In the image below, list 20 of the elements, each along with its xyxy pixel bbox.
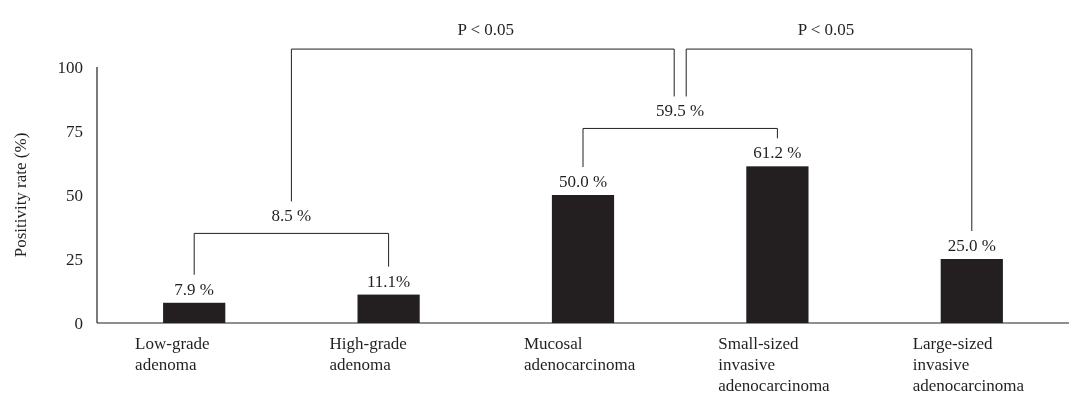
x-tick-label: High-grade adenoma bbox=[329, 334, 407, 374]
data-label: 61.2 % bbox=[753, 143, 802, 163]
y-tick-label: 25 bbox=[66, 249, 83, 269]
y-axis-title: Positivity rate (%) bbox=[11, 132, 30, 258]
annotation: 59.5 % bbox=[656, 101, 705, 121]
text: P < 0.05 bbox=[457, 20, 515, 40]
y-tick-label: 75 bbox=[66, 121, 83, 141]
text: P < 0.05 bbox=[797, 20, 855, 40]
annotation: 8.5 % bbox=[271, 206, 312, 226]
x-tick-label: Large-sized invasive adenocarcinoma bbox=[912, 334, 1025, 395]
y-tick-label: 50 bbox=[66, 185, 83, 205]
data-label: 25.0 % bbox=[947, 236, 996, 255]
y-tick-label: 0 bbox=[74, 313, 83, 333]
data-label: 11.1% bbox=[366, 271, 411, 291]
data-label: 7.9 % bbox=[174, 279, 215, 299]
data-label: 50.0 % bbox=[558, 172, 608, 191]
x-tick-label: Low-grade adenoma bbox=[135, 334, 210, 374]
x-tick-label: Mucosal adenocarcinoma bbox=[523, 334, 636, 374]
x-tick-label: Small-sized invasive adenocarcinoma bbox=[718, 334, 831, 395]
y-tick-label: 100 bbox=[57, 57, 83, 77]
